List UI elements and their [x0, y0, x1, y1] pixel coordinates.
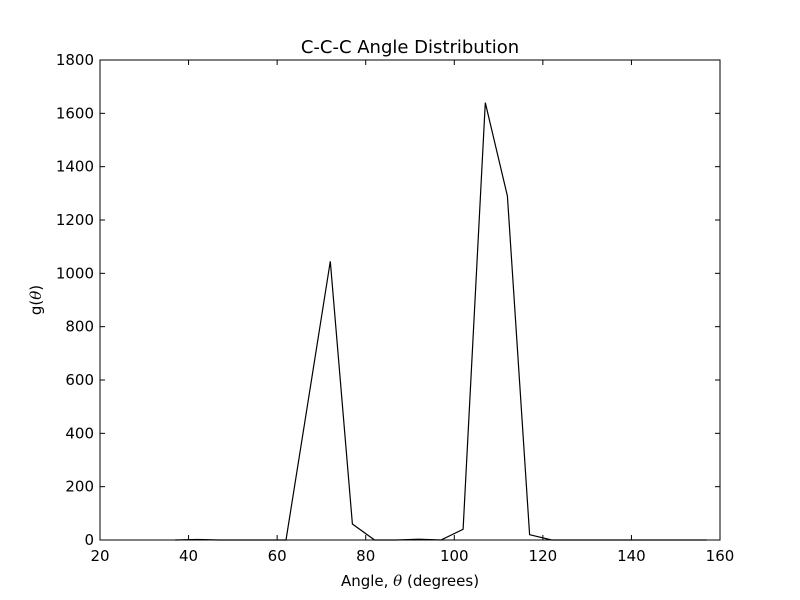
x-tick-label: 60 [268, 547, 287, 565]
plot-area: 20 40 60 80 100 120 140 16002004006008001000120… [56, 51, 735, 565]
y-tick-label: 1400 [56, 158, 94, 176]
y-tick-label: 400 [65, 424, 94, 442]
y-axis-label: g(θ) [27, 285, 45, 315]
chart-title: C-C-C Angle Distribution [301, 37, 519, 58]
x-tick-label: 80 [356, 547, 375, 565]
x-tick-label: 100 [440, 547, 469, 565]
y-tick-label: 1800 [56, 51, 94, 69]
x-tick-label: 20 [90, 547, 109, 565]
x-tick-label: 40 [179, 547, 198, 565]
plot-frame [99, 59, 721, 541]
y-tick-label: 0 [84, 531, 94, 549]
x-tick-label: 140 [617, 547, 646, 565]
y-tick-label: 1600 [56, 104, 94, 122]
y-tick-label: 1200 [56, 211, 94, 229]
y-tick-label: 1000 [56, 264, 94, 282]
x-axis-label: Angle, θ (degrees) [341, 572, 479, 590]
y-tick-label: 600 [65, 371, 94, 389]
ticks: 20 40 60 80 100 120 140 16002004006008001000120… [56, 51, 735, 565]
x-tick-label: 120 [529, 547, 558, 565]
y-tick-label: 800 [65, 318, 94, 336]
x-tick-label: 160 [706, 547, 735, 565]
y-tick-label: 200 [65, 478, 94, 496]
series-line [175, 102, 707, 541]
